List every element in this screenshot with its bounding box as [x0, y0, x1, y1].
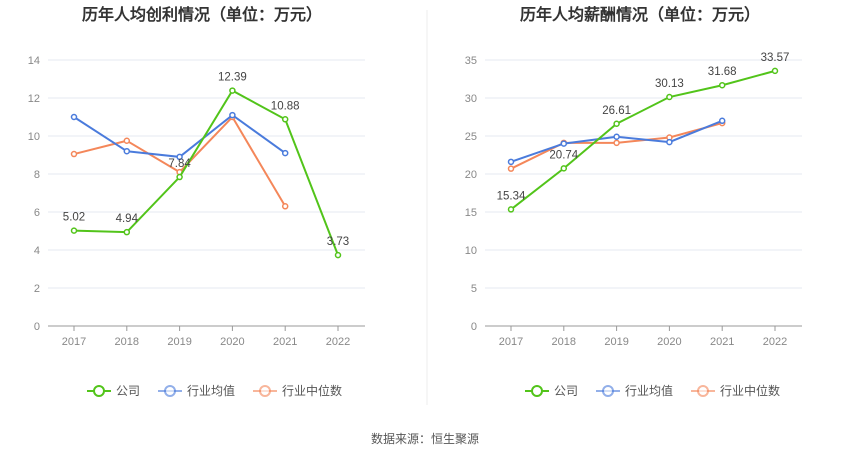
data-label: 7.84	[168, 158, 191, 170]
legend-marker-industry_median[interactable]	[259, 385, 271, 397]
data-point-industry_avg[interactable]	[507, 158, 515, 166]
y-tick-label: 20	[465, 169, 477, 181]
x-tick-label: 2021	[710, 336, 734, 348]
y-tick-label: 4	[34, 245, 40, 257]
legend-marker-company[interactable]	[531, 385, 543, 397]
data-label: 10.88	[271, 100, 300, 112]
data-point-industry_median[interactable]	[507, 165, 515, 172]
x-tick-label: 2022	[326, 336, 350, 348]
data-point-industry_avg[interactable]	[70, 113, 78, 121]
data-point-company[interactable]	[123, 228, 131, 236]
data-point-industry_median[interactable]	[70, 150, 78, 158]
x-tick-label: 2017	[499, 336, 523, 348]
data-point-company[interactable]	[281, 116, 289, 123]
y-tick-label: 10	[28, 131, 40, 143]
data-point-company[interactable]	[334, 251, 342, 259]
data-point-company[interactable]	[229, 87, 236, 94]
legend-label-industry_avg[interactable]: 行业均值	[187, 383, 235, 398]
legend-marker-industry_median[interactable]	[697, 385, 709, 397]
legend-label-company[interactable]: 公司	[554, 384, 578, 398]
chart-title: 历年人均创利情况（单位：万元）	[82, 5, 322, 24]
data-label: 31.68	[708, 66, 737, 78]
y-tick-label: 0	[34, 321, 40, 333]
legend-label-industry_median[interactable]: 行业中位数	[720, 383, 780, 398]
data-point-industry_median[interactable]	[281, 203, 289, 210]
data-point-company[interactable]	[613, 120, 620, 128]
data-label: 33.57	[761, 52, 790, 64]
y-tick-label: 2	[34, 283, 40, 295]
y-tick-label: 15	[465, 207, 477, 219]
data-point-company[interactable]	[507, 206, 515, 213]
data-point-industry_avg[interactable]	[718, 117, 726, 125]
x-tick-label: 2017	[62, 336, 86, 348]
data-point-company[interactable]	[560, 165, 568, 172]
series-line-company	[73, 89, 339, 256]
legend-marker-industry_avg[interactable]	[602, 385, 614, 397]
source-text: 数据来源：恒生聚源	[371, 431, 479, 446]
data-point-industry_avg[interactable]	[229, 111, 236, 119]
x-tick-label: 2020	[220, 336, 244, 348]
x-tick-label: 2019	[604, 336, 628, 348]
data-point-industry_avg[interactable]	[560, 140, 568, 147]
x-tick-label: 2019	[167, 336, 191, 348]
chart-title: 历年人均薪酬情况（单位：万元）	[520, 5, 760, 24]
y-tick-label: 12	[28, 93, 40, 105]
data-point-industry_median[interactable]	[123, 137, 131, 144]
y-tick-label: 8	[34, 169, 40, 181]
y-tick-label: 0	[471, 321, 477, 333]
data-point-industry_avg[interactable]	[666, 138, 673, 146]
data-point-company[interactable]	[70, 227, 78, 234]
data-point-industry_avg[interactable]	[123, 147, 131, 155]
x-tick-label: 2018	[115, 336, 139, 348]
y-tick-label: 10	[465, 245, 477, 257]
data-point-industry_avg[interactable]	[613, 133, 620, 141]
x-tick-label: 2021	[273, 336, 297, 348]
data-label: 20.74	[549, 149, 578, 161]
data-label: 15.34	[497, 190, 526, 202]
legend-marker-industry_avg[interactable]	[164, 385, 176, 397]
data-point-company[interactable]	[771, 67, 779, 75]
data-point-company[interactable]	[176, 173, 183, 181]
legend-label-industry_avg[interactable]: 行业均值	[625, 383, 673, 398]
y-tick-label: 5	[471, 283, 477, 295]
y-tick-label: 30	[465, 93, 477, 105]
y-tick-label: 25	[465, 131, 477, 143]
data-point-industry_avg[interactable]	[176, 153, 183, 161]
data-point-industry_avg[interactable]	[281, 149, 289, 157]
data-point-industry_median[interactable]	[613, 139, 620, 147]
data-label: 3.73	[327, 236, 349, 248]
y-tick-label: 6	[34, 207, 40, 219]
x-tick-label: 2022	[763, 336, 787, 348]
data-label: 30.13	[655, 78, 684, 90]
data-point-company[interactable]	[666, 93, 673, 101]
x-tick-label: 2018	[552, 336, 576, 348]
x-tick-label: 2020	[657, 336, 681, 348]
data-label: 4.94	[116, 213, 139, 225]
legend-label-industry_median[interactable]: 行业中位数	[282, 383, 342, 398]
data-point-company[interactable]	[718, 81, 726, 89]
data-label: 5.02	[63, 212, 85, 224]
legend-marker-company[interactable]	[93, 385, 105, 397]
series-line-company	[510, 69, 776, 211]
y-tick-label: 35	[465, 55, 477, 67]
y-tick-label: 14	[28, 55, 40, 67]
legend-label-company[interactable]: 公司	[116, 384, 140, 398]
data-label: 12.39	[218, 72, 247, 84]
data-label: 26.61	[602, 105, 631, 117]
